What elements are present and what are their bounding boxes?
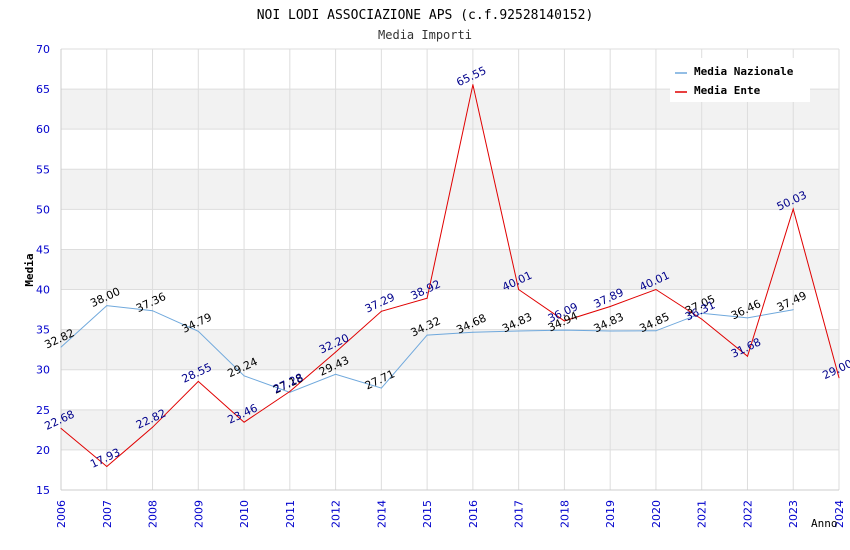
grid-band [61,409,839,450]
x-tick-label: 2007 [101,500,114,528]
data-label: 65.55 [454,64,488,89]
data-point [655,288,657,290]
data-point [746,355,748,357]
y-tick-label: 20 [36,444,50,457]
data-point [701,318,703,320]
y-tick-label: 55 [36,163,50,176]
y-tick-label: 50 [36,203,50,216]
x-tick-label: 2023 [787,500,800,528]
data-point [792,208,794,210]
x-tick-label: 2006 [55,500,68,528]
data-point [472,331,474,333]
x-tick-label: 2011 [284,500,297,528]
data-point [335,351,337,353]
data-point [518,330,520,332]
data-point [838,377,840,379]
data-label: 27.71 [363,367,397,392]
data-point [563,329,565,331]
data-point [655,330,657,332]
y-tick-label: 60 [36,123,50,136]
data-point [106,305,108,307]
data-label: 37.36 [134,290,168,315]
data-label: 37.29 [363,291,397,316]
axes [60,49,839,491]
data-point [609,305,611,307]
data-point [380,310,382,312]
data-point [518,288,520,290]
x-tick-label: 2015 [421,500,434,528]
data-point [746,317,748,319]
x-tick-label: 2014 [375,500,388,528]
data-point [197,380,199,382]
x-tick-label: 2020 [650,500,663,528]
y-tick-label: 40 [36,284,50,297]
x-tick-label: 2017 [513,500,526,528]
gridlines [60,48,840,491]
series-line-media-ente [60,84,840,468]
x-tick-label: 2016 [467,500,480,528]
data-point [106,466,108,468]
legend-label-media-nazionale: Media Nazionale [694,65,794,78]
chart-title: NOI LODI ASSOCIAZIONE APS (c.f.925281401… [257,8,594,23]
x-tick-label: 2021 [696,500,709,528]
data-point [289,391,291,393]
legend: Media Nazionale Media Ente [670,58,810,102]
series-lines [60,84,840,468]
y-axis-label: Media [23,253,36,286]
data-point [792,309,794,311]
y-tick-label: 30 [36,364,50,377]
legend-box [670,58,810,102]
data-point [472,84,474,86]
y-tick-label: 25 [36,404,50,417]
background-bands [61,89,839,450]
x-tick-label: 2019 [604,500,617,528]
x-tick-label: 2012 [330,500,343,528]
x-tick-label: 2009 [192,500,205,528]
y-tick-label: 70 [36,43,50,56]
data-point [335,373,337,375]
y-tick-label: 15 [36,484,50,497]
data-point [60,427,62,429]
data-point [380,387,382,389]
data-point [60,346,62,348]
x-tick-label: 2024 [833,500,846,528]
data-point [243,421,245,423]
x-tick-labels: 2006 2007 2008 2009 2010 2011 2012 2014 2015 2016… [55,500,846,528]
data-point [426,334,428,336]
data-point [701,312,703,314]
data-point [152,426,154,428]
x-axis-label: Anno [811,517,838,530]
data-point [152,310,154,312]
y-tick-label: 45 [36,243,50,256]
grid-band [61,329,839,370]
data-point [197,330,199,332]
y-tick-label: 35 [36,324,50,337]
x-tick-label: 2018 [558,500,571,528]
x-tick-label: 2022 [741,500,754,528]
x-tick-label: 2008 [147,500,160,528]
y-tick-label: 65 [36,83,50,96]
grid-band [61,249,839,290]
chart-subtitle: Media Importi [378,28,472,42]
y-tick-labels: 15 20 25 30 35 40 45 50 55 60 65 70 [36,43,50,497]
data-point [563,320,565,322]
x-tick-label: 2010 [238,500,251,528]
data-label: 36.46 [729,297,763,322]
legend-label-media-ente: Media Ente [694,84,761,97]
data-point [609,330,611,332]
data-point [243,375,245,377]
data-point [426,297,428,299]
